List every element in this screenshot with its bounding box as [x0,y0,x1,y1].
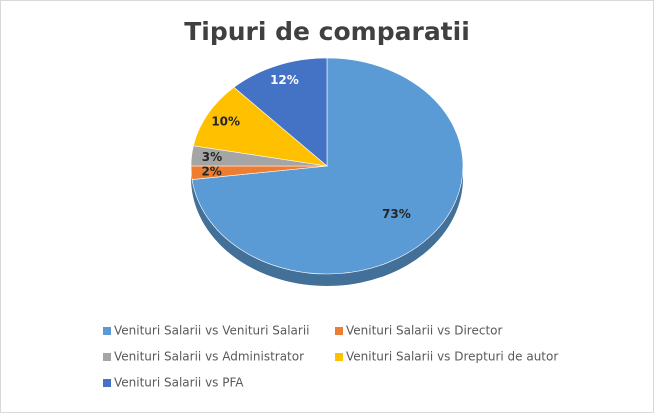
data-label: 2% [201,164,221,178]
legend-label: Venituri Salarii vs Director [346,324,503,338]
pie-slice-side [191,166,193,192]
legend-marker [103,327,111,335]
chart-title: Tipuri de comparatii [184,17,470,46]
data-label: 3% [202,150,222,164]
pie-slice [191,57,464,275]
legend-marker [103,379,111,387]
data-label: 10% [211,114,240,128]
legend-marker [103,353,111,361]
pie-slice [193,86,329,167]
data-label: 73% [382,207,411,221]
legend-marker [335,353,343,361]
legend-label: Venituri Salarii vs Drepturi de autor [346,350,558,364]
legend-label: Venituri Salarii vs Administrator [114,350,304,364]
legend-marker [335,327,343,335]
pie-slice [233,57,328,167]
legend-label: Venituri Salarii vs Venituri Salarii [114,324,310,338]
data-label: 12% [270,73,299,87]
legend-label: Venituri Salarii vs PFA [114,376,244,390]
